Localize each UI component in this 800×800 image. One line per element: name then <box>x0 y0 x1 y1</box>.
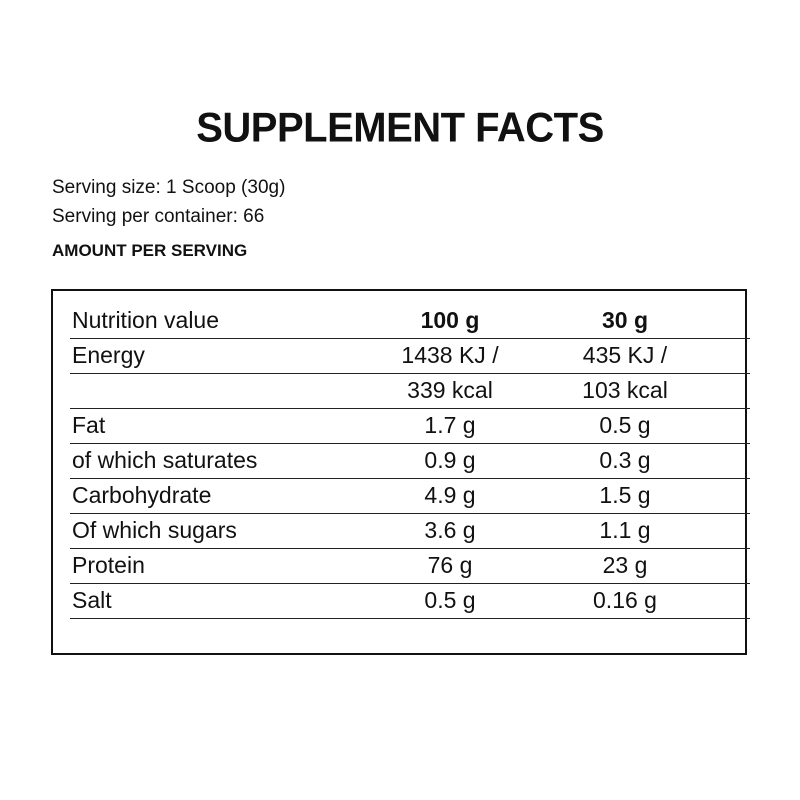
table-row: Energy 1438 KJ / 435 KJ / <box>70 338 750 374</box>
row-value: 339 kcal <box>407 377 493 403</box>
amount-heading: AMOUNT PER SERVING <box>52 241 248 260</box>
table-row: Carbohydrate 4.9 g 1.5 g <box>70 478 750 514</box>
row-label: Carbohydrate <box>72 482 212 508</box>
row-value: 1.1 g <box>599 517 651 543</box>
row-label: Of which sugars <box>72 517 237 543</box>
row-value: 100 g <box>420 307 480 333</box>
table-row: of which saturates 0.9 g 0.3 g <box>70 443 750 479</box>
row-value: 0.5 g <box>424 587 476 613</box>
serving-size: Serving size: 1 Scoop (30g) <box>52 177 286 198</box>
row-label: Salt <box>72 587 112 613</box>
table-row: Of which sugars 3.6 g 1.1 g <box>70 513 750 549</box>
table-row: 339 kcal 103 kcal <box>70 373 750 409</box>
row-value: 0.5 g <box>599 412 651 438</box>
row-value: 103 kcal <box>582 377 668 403</box>
row-label: Fat <box>72 412 106 438</box>
row-value: 0.9 g <box>424 447 476 473</box>
table-box <box>51 289 747 655</box>
table-row: Protein 76 g 23 g <box>70 548 750 584</box>
row-label: Protein <box>72 552 145 578</box>
servings-per-container: Serving per container: 66 <box>52 206 265 227</box>
row-value: 1.7 g <box>424 412 476 438</box>
row-value: 0.16 g <box>593 587 657 613</box>
row-value: 435 KJ / <box>582 342 668 368</box>
row-value: 4.9 g <box>424 482 476 508</box>
table-row: Fat 1.7 g 0.5 g <box>70 408 750 444</box>
row-value: 1.5 g <box>599 482 651 508</box>
table-header-row: Nutrition value 100 g 30 g <box>70 303 750 339</box>
row-value: 1438 KJ / <box>401 342 499 368</box>
table-row: Salt 0.5 g 0.16 g <box>70 583 750 619</box>
title: SUPPLEMENT FACTS <box>196 104 604 152</box>
row-value: 23 g <box>602 552 648 578</box>
row-label: of which saturates <box>72 447 258 473</box>
row-value: 3.6 g <box>424 517 476 543</box>
row-value: 76 g <box>427 552 473 578</box>
row-value: 0.3 g <box>599 447 651 473</box>
row-label: Energy <box>72 342 145 368</box>
row-value: 30 g <box>601 307 649 333</box>
row-label: Nutrition value <box>72 307 220 333</box>
